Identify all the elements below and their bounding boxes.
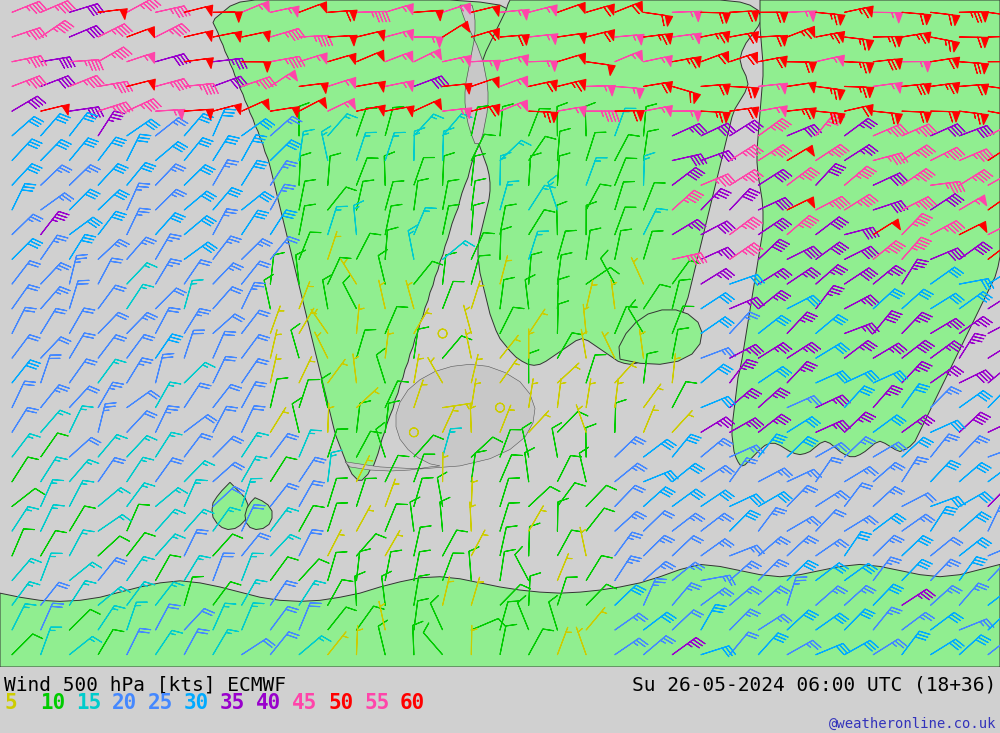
Text: 55: 55 <box>364 693 389 713</box>
Text: 5: 5 <box>4 693 17 713</box>
Text: 25: 25 <box>148 693 173 713</box>
Polygon shape <box>619 310 702 364</box>
Text: 35: 35 <box>220 693 245 713</box>
Text: 60: 60 <box>400 693 425 713</box>
Text: 40: 40 <box>256 693 281 713</box>
Polygon shape <box>212 482 248 529</box>
Polygon shape <box>245 498 272 529</box>
Polygon shape <box>213 0 515 480</box>
Text: 15: 15 <box>76 693 101 713</box>
Polygon shape <box>0 564 1000 667</box>
Text: Wind 500 hPa [kts] ECMWF: Wind 500 hPa [kts] ECMWF <box>4 675 286 694</box>
Text: 50: 50 <box>328 693 353 713</box>
Text: Su 26-05-2024 06:00 UTC (18+36): Su 26-05-2024 06:00 UTC (18+36) <box>632 675 996 694</box>
Polygon shape <box>472 0 762 365</box>
Text: 10: 10 <box>40 693 65 713</box>
Text: 30: 30 <box>184 693 209 713</box>
Text: @weatheronline.co.uk: @weatheronline.co.uk <box>828 717 996 731</box>
Text: 20: 20 <box>112 693 137 713</box>
Text: 45: 45 <box>292 693 317 713</box>
Polygon shape <box>732 0 1000 466</box>
Polygon shape <box>345 364 535 471</box>
Polygon shape <box>460 5 488 144</box>
